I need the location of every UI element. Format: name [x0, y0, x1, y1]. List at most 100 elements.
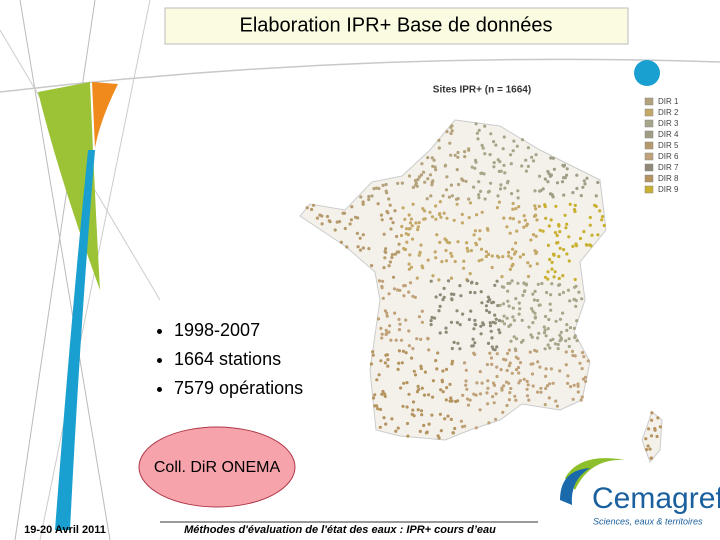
site-dot — [475, 281, 479, 286]
site-dot — [387, 292, 391, 296]
site-dot — [533, 311, 537, 315]
site-dot — [507, 364, 511, 368]
site-dot — [518, 361, 523, 365]
site-dot — [429, 194, 433, 198]
site-dot — [574, 304, 578, 308]
site-dot — [505, 368, 509, 373]
site-dot — [511, 207, 515, 211]
site-dot — [494, 317, 498, 321]
site-dot — [446, 414, 450, 418]
site-dot — [527, 398, 531, 402]
site-dot — [548, 174, 553, 178]
site-dot — [430, 156, 434, 160]
site-dot — [407, 344, 411, 348]
site-dot — [397, 328, 402, 332]
site-dot — [574, 244, 579, 248]
site-dot — [361, 246, 365, 250]
site-dot — [520, 164, 524, 168]
site-dot — [516, 196, 520, 200]
site-dot — [468, 398, 472, 402]
site-dot — [419, 243, 423, 247]
site-dot — [359, 195, 363, 199]
site-dot — [463, 150, 467, 154]
site-dot — [406, 233, 410, 237]
site-dot — [558, 246, 562, 250]
site-dot — [358, 236, 362, 240]
site-dot — [305, 206, 309, 210]
site-dot — [507, 398, 511, 402]
site-dot — [425, 197, 429, 201]
site-dot — [455, 202, 459, 206]
site-dot — [394, 338, 398, 342]
site-dot — [355, 231, 359, 235]
site-dot — [449, 417, 453, 421]
site-dot — [517, 371, 521, 375]
site-dot — [388, 203, 392, 207]
site-dot — [463, 424, 467, 428]
site-dot — [470, 280, 474, 284]
legend-swatch — [644, 163, 654, 172]
site-dot — [461, 393, 465, 397]
site-dot — [449, 251, 453, 255]
site-dot — [575, 319, 579, 323]
site-dot — [530, 335, 534, 339]
site-dot — [497, 200, 501, 204]
site-dot — [391, 221, 395, 225]
site-dot — [515, 229, 519, 233]
site-dot — [486, 295, 490, 299]
site-dot — [379, 326, 383, 330]
site-dot — [434, 204, 438, 208]
site-dot — [464, 383, 468, 387]
site-dot — [407, 392, 411, 396]
site-dot — [526, 146, 531, 150]
site-dot — [426, 177, 430, 181]
site-dot — [548, 302, 552, 306]
site-dot — [543, 328, 547, 332]
site-dot — [444, 330, 448, 334]
site-dot — [507, 304, 511, 308]
site-dot — [537, 331, 541, 335]
site-dot — [535, 250, 539, 254]
legend-label: DIR 5 — [658, 141, 679, 150]
site-dot — [531, 384, 535, 388]
site-dot — [590, 233, 594, 237]
site-dot — [448, 382, 452, 386]
site-dot — [544, 386, 548, 391]
site-dot — [502, 163, 506, 167]
site-dot — [558, 230, 562, 234]
site-dot — [405, 405, 409, 409]
site-dot — [566, 381, 570, 385]
site-dot — [486, 341, 491, 345]
site-dot — [531, 309, 535, 313]
site-dot — [449, 131, 453, 136]
site-dot — [456, 341, 460, 345]
site-dot — [529, 362, 533, 366]
site-dot — [372, 187, 376, 191]
site-dot — [550, 282, 554, 286]
site-dot — [554, 319, 558, 323]
site-dot — [526, 164, 531, 168]
site-dot — [413, 373, 418, 377]
site-dot — [437, 146, 441, 150]
site-dot — [550, 260, 554, 264]
site-dot — [526, 261, 530, 265]
site-dot — [434, 295, 438, 299]
site-dot — [543, 177, 547, 181]
site-dot — [505, 316, 509, 320]
site-dot — [580, 351, 585, 355]
site-dot — [449, 396, 453, 400]
site-dot — [400, 224, 404, 229]
france-outline — [299, 119, 607, 441]
site-dot — [441, 390, 445, 394]
site-dot — [502, 135, 506, 139]
site-dot — [311, 203, 316, 207]
site-dot — [478, 370, 482, 374]
site-dot — [385, 314, 389, 318]
site-dot — [498, 187, 503, 191]
site-dot — [552, 167, 557, 171]
site-dot — [573, 335, 577, 340]
site-dot — [547, 396, 551, 400]
site-dot — [415, 276, 419, 280]
site-dot — [376, 407, 380, 411]
site-dot — [466, 249, 470, 253]
